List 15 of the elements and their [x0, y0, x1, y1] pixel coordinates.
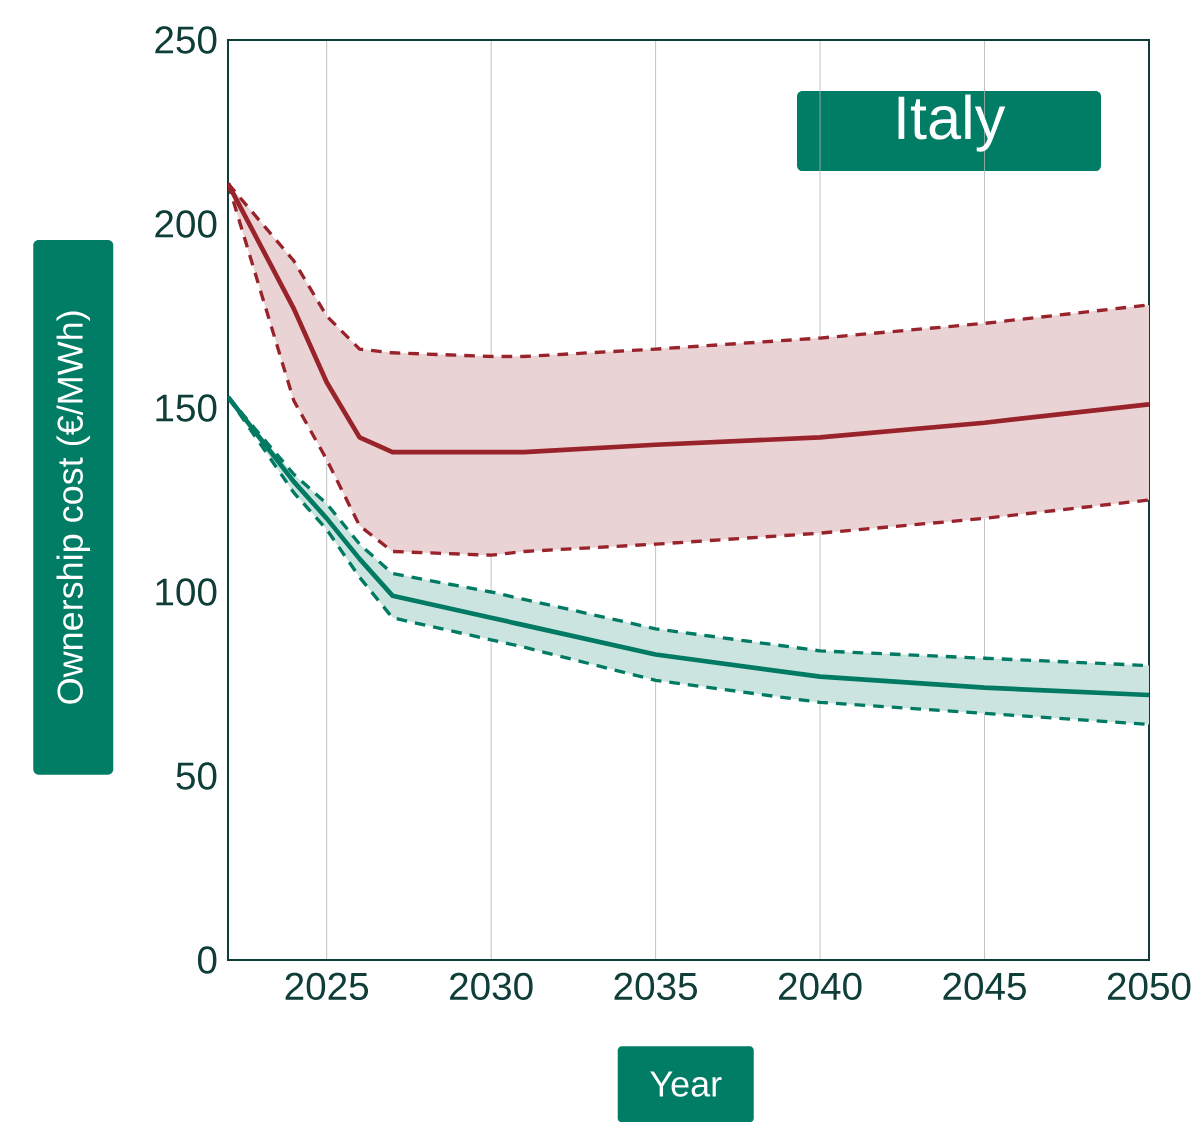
y-axis-title: Ownership cost (€/MWh) — [56, 311, 91, 704]
x-tick-label: 2040 — [779, 972, 862, 1000]
x-tick-label: 2050 — [1107, 972, 1191, 1000]
x-tick-label: 2035 — [614, 972, 697, 1000]
x-tick-label: 2030 — [450, 972, 533, 1000]
y-tick-label: 200 — [155, 210, 217, 238]
y-tick-label: 150 — [156, 394, 217, 422]
text: Italy — [898, 94, 1006, 152]
y-tick-label: 50 — [176, 762, 217, 790]
x-axis-title: Year — [650, 1071, 722, 1097]
x-tick-label: 2025 — [285, 972, 369, 1000]
y-tick-label: 100 — [156, 578, 217, 606]
x-tick-label: 2045 — [943, 972, 1026, 1000]
y-tick-label: 0 — [197, 946, 217, 974]
y-tick-label: 250 — [155, 26, 217, 54]
